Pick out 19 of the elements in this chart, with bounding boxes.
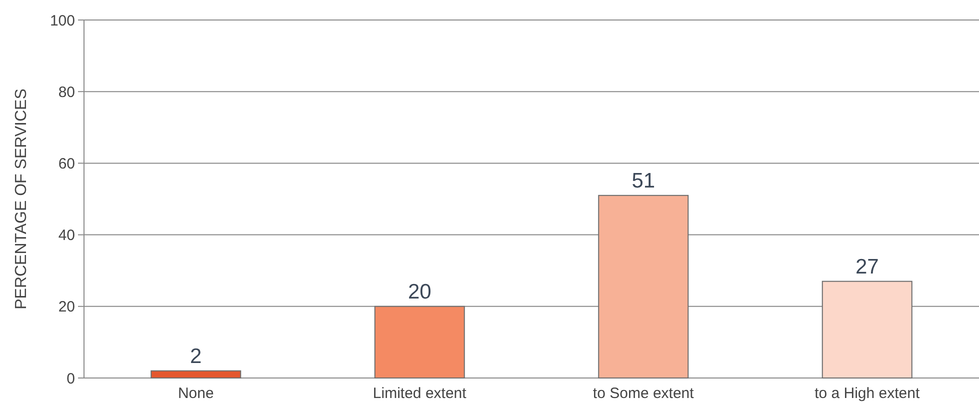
y-tick-label: 100 <box>50 12 75 30</box>
data-label: 27 <box>855 255 879 278</box>
y-tick-label: 0 <box>66 370 75 388</box>
y-tick-label: 80 <box>58 84 75 101</box>
data-label: 20 <box>408 280 432 304</box>
data-label: 51 <box>632 169 656 192</box>
bar <box>598 194 689 378</box>
x-tick-label: to Some extent <box>592 385 695 402</box>
bar <box>822 280 912 378</box>
bar <box>150 370 242 378</box>
data-label: 2 <box>190 344 202 368</box>
x-tick-label: None <box>178 385 214 402</box>
y-tick-label: 20 <box>58 298 75 316</box>
bar <box>374 306 465 378</box>
y-tick-label: 40 <box>58 227 75 244</box>
x-tick-label: to a High extent <box>814 385 920 402</box>
y-tick-label: 60 <box>58 155 75 172</box>
x-tick-label: Limited extent <box>372 385 468 402</box>
y-axis-title: PERCENTAGE OF SERVICES <box>13 88 30 310</box>
